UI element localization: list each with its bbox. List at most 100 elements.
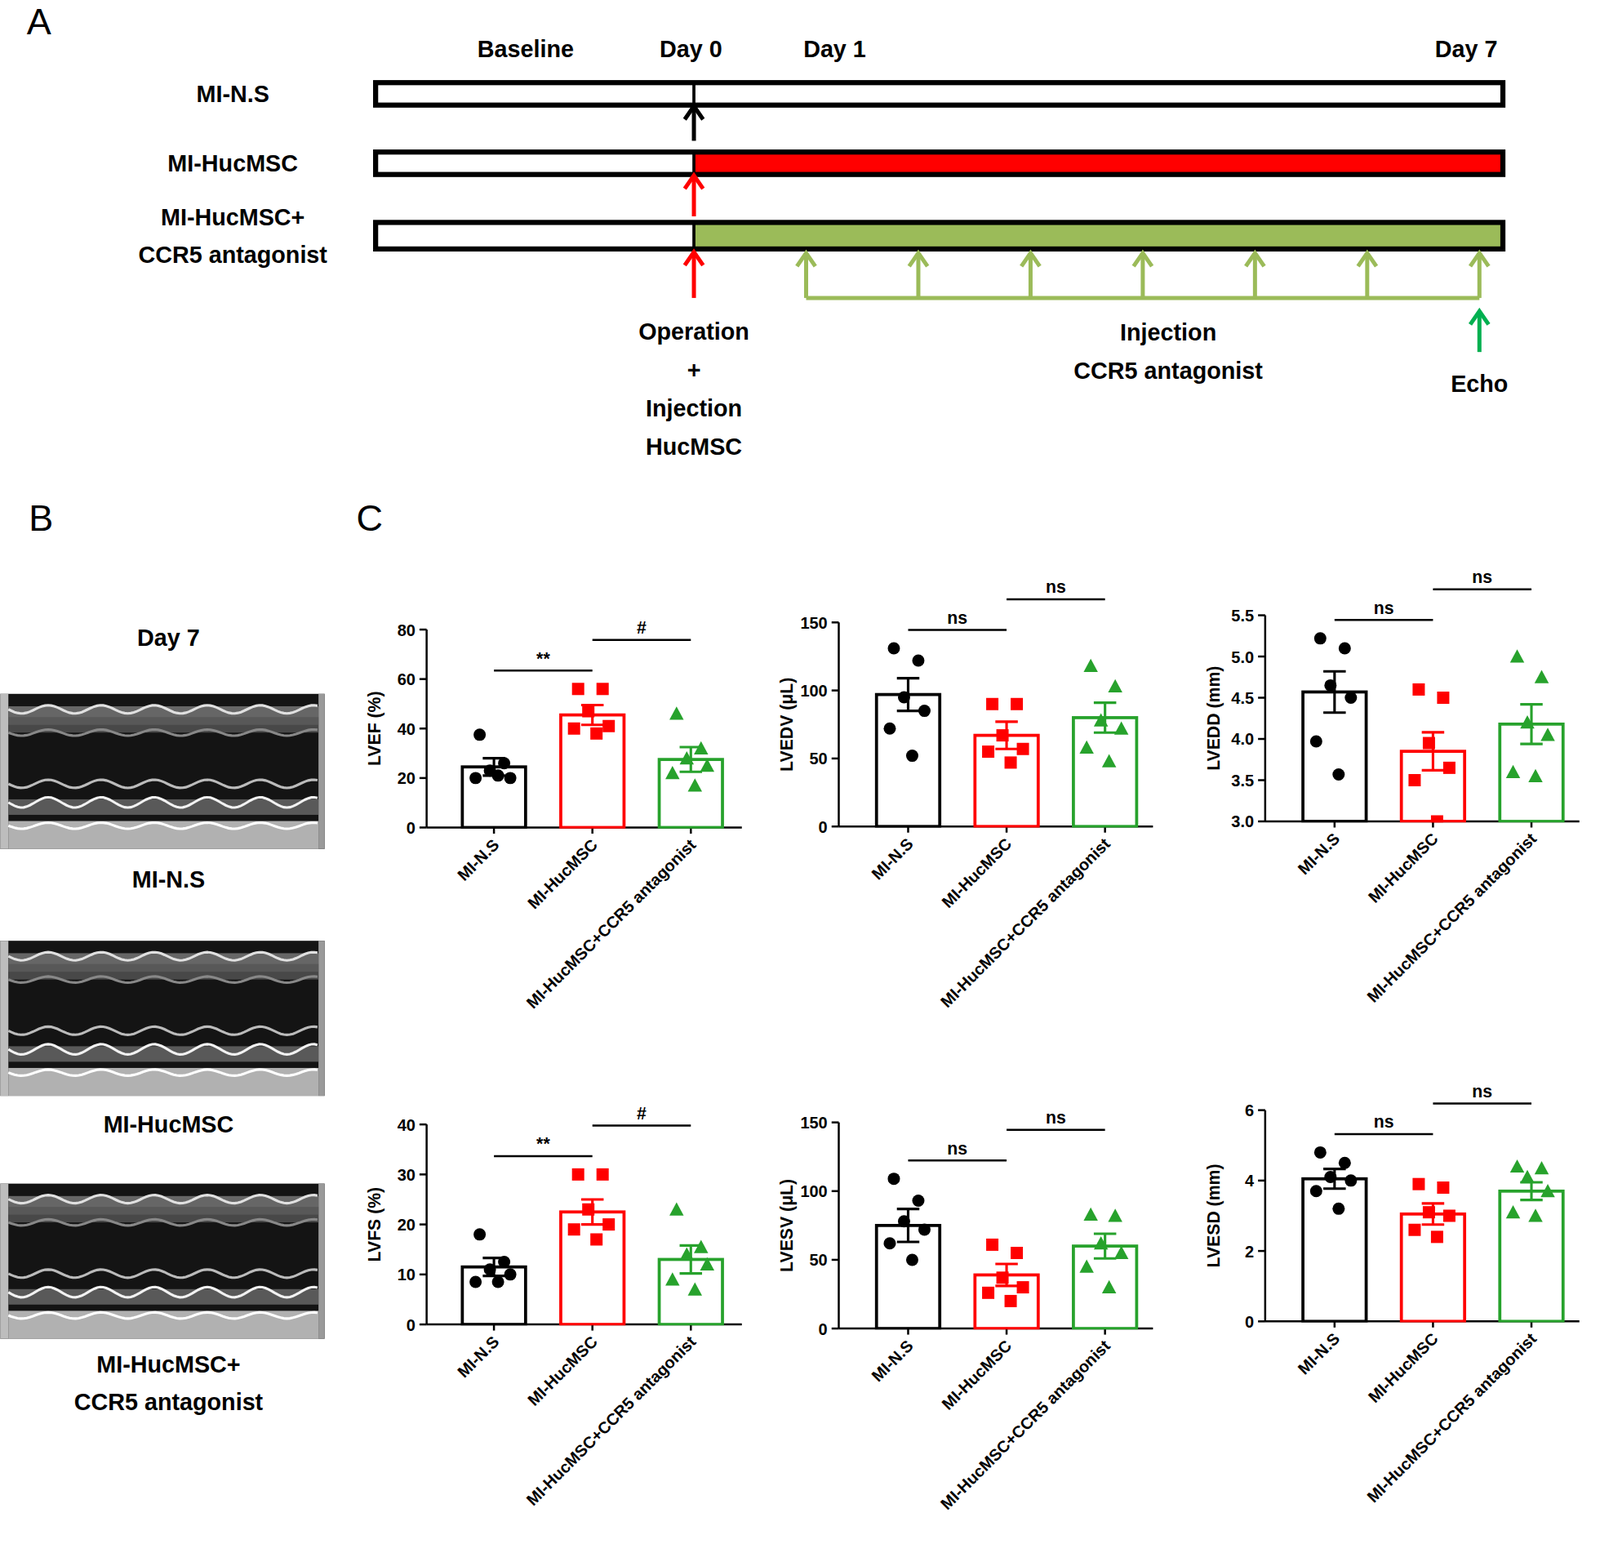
point (1422, 737, 1436, 750)
tick-label: 80 (397, 621, 416, 640)
error-bar (1323, 671, 1346, 712)
point (1436, 691, 1449, 704)
bar (560, 1211, 624, 1325)
point (1344, 1173, 1357, 1187)
tick-label: 2 (1244, 1242, 1254, 1261)
point (982, 745, 995, 758)
point (1010, 1246, 1023, 1259)
comparison-line (907, 1159, 1007, 1161)
axis-title: LVFS (%) (364, 1186, 385, 1263)
group-label: CCR5 antagonist (137, 241, 328, 268)
error-cap (995, 1262, 1018, 1265)
bar-border (375, 151, 1503, 174)
significance: ns (1045, 577, 1067, 597)
chart: 3.03.54.04.55.05.5LVEDD (mm)MI-N.SMI-Huc… (1204, 567, 1580, 1006)
point (1528, 768, 1543, 783)
echo-edge (0, 1183, 9, 1339)
tick-mark (419, 826, 427, 828)
error-bar (897, 1208, 920, 1242)
tick-label: 100 (800, 1182, 827, 1200)
point (1079, 1259, 1094, 1273)
category-label: MI-N.S (453, 1332, 503, 1382)
tick-mark (419, 1273, 427, 1276)
point (1408, 1223, 1421, 1236)
tick-label: 50 (809, 1250, 828, 1269)
axis-title: LVEDV (μL) (777, 677, 797, 772)
note: Echo (1450, 370, 1508, 397)
image-label: MI-HucMSC (103, 1111, 235, 1138)
error-cap (897, 1207, 920, 1210)
bar-fill (693, 151, 1503, 174)
arrow-shaft (692, 253, 697, 298)
tick-mark (831, 1190, 840, 1192)
tick-mark (831, 621, 840, 623)
point (1408, 773, 1421, 787)
image-label: CCR5 antagonist (74, 1388, 264, 1415)
point (1102, 1280, 1116, 1294)
point (469, 771, 482, 784)
tick-label: 3.0 (1231, 812, 1254, 831)
point (504, 771, 517, 784)
arrow-head (796, 253, 815, 267)
echo-image (0, 1183, 325, 1339)
bar (1302, 1178, 1366, 1322)
tick-mark (419, 727, 427, 729)
bar-border (375, 222, 1503, 249)
point (1534, 1160, 1549, 1174)
comparison-line (1334, 1133, 1434, 1135)
tick-mark (1257, 655, 1266, 658)
error-cap (581, 1197, 604, 1200)
point (1314, 1146, 1327, 1159)
tick-label: 0 (406, 1315, 416, 1334)
arrow (1470, 253, 1489, 298)
timeline-bar (375, 222, 1503, 249)
bar (1401, 1213, 1465, 1321)
point (1436, 1181, 1449, 1194)
point (887, 1172, 900, 1185)
arrow-head (1470, 311, 1489, 325)
tick-label: 40 (397, 720, 416, 738)
tick-mark (1257, 820, 1266, 823)
echo-trace (8, 796, 318, 807)
error-cap (1323, 711, 1346, 714)
point (1310, 1184, 1323, 1197)
error-cap (1520, 742, 1543, 746)
error-cap (995, 747, 1018, 751)
error-line (1103, 702, 1107, 734)
point (1528, 1208, 1543, 1222)
error-cap (1422, 1201, 1445, 1205)
echo-trace (8, 1195, 318, 1204)
error-cap (1093, 701, 1116, 704)
arrow (1245, 253, 1264, 298)
significance: # (636, 617, 647, 638)
category-label: MI-N.S (453, 835, 503, 885)
point (1324, 1170, 1337, 1183)
point (1510, 1159, 1525, 1173)
category-label: MI-HucMSC+CCR5 antagonist (1363, 829, 1540, 1006)
comparison-line (1006, 598, 1106, 600)
comparison-line (592, 1124, 692, 1126)
point (982, 1286, 995, 1299)
panel-letter: C (355, 497, 383, 539)
point (1017, 1280, 1030, 1294)
point (1520, 715, 1534, 729)
point (469, 1275, 482, 1289)
panel-letter: B (28, 497, 54, 539)
error-bar (995, 1263, 1018, 1286)
tick-label: 5.0 (1231, 648, 1254, 667)
error-bar (581, 1199, 604, 1225)
point (906, 749, 919, 762)
bar-divider (692, 222, 696, 249)
significance: ** (536, 1133, 551, 1154)
point (492, 768, 505, 782)
arrow (1470, 311, 1489, 352)
arrow (684, 175, 703, 217)
error-line (1529, 1182, 1533, 1200)
arrow (1358, 253, 1377, 298)
tick-label: 0 (1244, 1312, 1254, 1331)
error-bar (1422, 732, 1445, 770)
bar (1302, 691, 1366, 822)
bar-border (375, 82, 1503, 105)
bar-bg (375, 222, 1503, 249)
point (1443, 1208, 1456, 1222)
